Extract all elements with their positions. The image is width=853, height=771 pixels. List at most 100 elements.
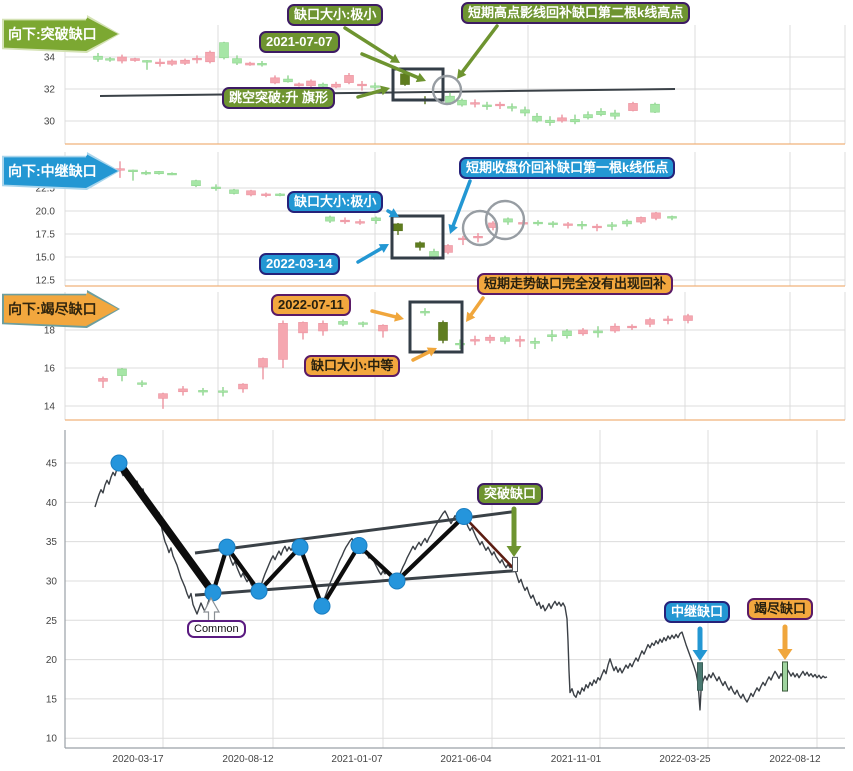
candle-body	[455, 342, 465, 346]
gap-marker-rect	[391, 67, 445, 102]
candle-body	[530, 341, 540, 344]
candle-body	[610, 112, 620, 117]
y-tick-label: 35	[46, 537, 58, 548]
gap-bar	[782, 661, 788, 692]
candle-body	[283, 78, 293, 83]
annotation-arrow-head	[426, 347, 437, 357]
annotation-close-fill-note: 短期收盘价回补缺口第一根k线低点	[459, 157, 676, 179]
candle-body	[577, 224, 587, 227]
y-tick-label: 10	[46, 734, 58, 745]
candle-body	[520, 109, 530, 114]
candle-body	[545, 119, 555, 123]
candle-body	[607, 224, 617, 227]
candle-body	[562, 330, 572, 337]
candle-body	[400, 73, 410, 85]
candle-body	[610, 325, 620, 332]
candle-body	[238, 383, 248, 390]
candle-body	[154, 171, 164, 175]
candle-body	[218, 390, 228, 393]
annotation-date-2022-03-14: 2022-03-14	[259, 253, 340, 275]
y-tick-label: 12.5	[36, 276, 56, 287]
y-tick-label: 32	[44, 85, 56, 96]
candle-body	[191, 180, 201, 186]
candle-body	[592, 225, 602, 229]
x-tick-label: 2021-11-01	[551, 754, 602, 765]
pivot-dot	[455, 507, 473, 525]
x-tick-label: 2020-08-12	[222, 754, 274, 765]
candle-body	[158, 393, 168, 399]
candle-body	[93, 55, 103, 60]
x-tick-label: 2022-03-25	[659, 754, 711, 765]
candle-body	[344, 75, 354, 83]
candle-body	[278, 323, 288, 360]
candle-body	[257, 63, 267, 66]
candle-body	[415, 242, 425, 248]
trendline	[99, 88, 676, 97]
pivot-dot	[204, 584, 222, 602]
annotation-arrow-head	[457, 68, 467, 79]
pivot-dot	[388, 572, 406, 590]
gap-label-arrow-head	[692, 650, 708, 661]
candle-body	[563, 223, 573, 226]
candle-body	[627, 325, 637, 329]
candle-body	[548, 222, 558, 225]
candle-body	[429, 251, 439, 258]
candle-body	[155, 61, 165, 65]
candle-body	[261, 193, 271, 196]
candle-body	[130, 58, 140, 61]
annotation-arrow	[356, 88, 384, 99]
candle-body	[117, 56, 127, 62]
candle-body	[325, 216, 335, 222]
candle-body	[306, 80, 316, 87]
annotation-no-fill-note: 短期走势缺口完全没有出现回补	[477, 273, 674, 295]
candle-body	[515, 339, 525, 342]
zigzag-segment	[356, 543, 400, 584]
annotation-arrow-head	[415, 72, 426, 83]
candle-body	[211, 186, 221, 189]
annotation-arrow-head	[448, 223, 458, 234]
zigzag-segment	[319, 543, 362, 609]
candle-body	[495, 103, 505, 107]
candle-body	[128, 169, 138, 172]
y-tick-label: 15	[46, 694, 58, 705]
candle-body	[105, 58, 115, 61]
candle-body	[198, 390, 208, 393]
y-tick-label: 16	[44, 364, 56, 375]
x-tick-label: 2022-08-12	[769, 754, 821, 765]
y-tick-label: 34	[44, 53, 56, 64]
annotation-arrow-head	[389, 53, 400, 63]
x-tick-label: 2020-03-17	[112, 754, 164, 765]
gap-marker-rect	[408, 300, 464, 354]
gap-fill-circle	[461, 209, 499, 247]
candle-body	[457, 99, 467, 106]
annotation-arrow-head	[466, 311, 476, 322]
candle-body	[98, 378, 108, 382]
candle-body	[246, 190, 256, 196]
candle-body	[318, 323, 328, 332]
label-exhaustion-gap: 竭尽缺口	[747, 598, 814, 620]
y-tick-label: 15.0	[36, 253, 56, 264]
zigzag-segment	[256, 545, 303, 594]
candle-body	[205, 51, 215, 63]
candle-body	[420, 311, 430, 314]
y-tick-label: 20	[46, 655, 58, 666]
candle-body	[596, 111, 606, 115]
pivot-dot	[350, 537, 368, 555]
candle-body	[485, 336, 495, 341]
y-tick-label: 14	[44, 402, 56, 413]
candle-body	[355, 221, 365, 224]
candle-body	[371, 217, 381, 221]
zigzag-segment	[224, 545, 262, 594]
pivot-dot	[218, 538, 236, 556]
candle-body	[180, 59, 190, 64]
pivot-dot	[313, 597, 331, 615]
candle-body	[438, 322, 448, 341]
candle-body	[229, 189, 239, 194]
candle-body	[178, 388, 188, 393]
candle-body	[331, 83, 341, 88]
candle-body	[167, 60, 177, 65]
candle-body	[232, 58, 242, 64]
candle-body	[473, 236, 483, 239]
